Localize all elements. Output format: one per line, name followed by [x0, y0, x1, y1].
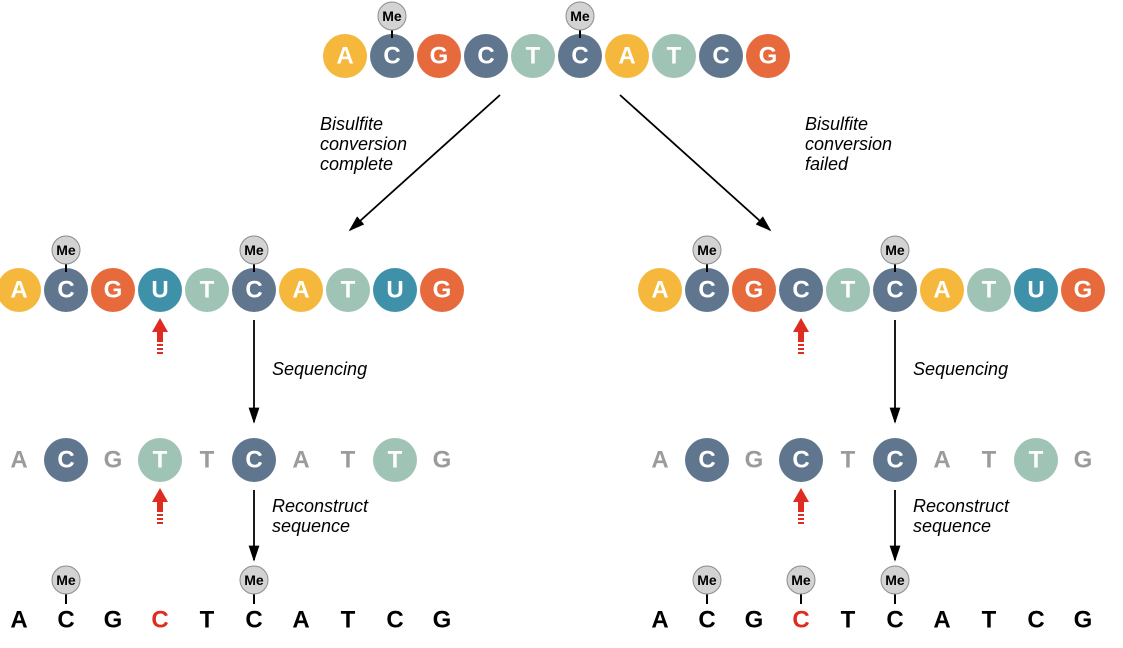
final-letter: C [792, 607, 809, 634]
base-letter: G [433, 277, 452, 304]
base-letter: U [1027, 277, 1044, 304]
final-letter: T [200, 607, 215, 634]
final-letter: C [886, 607, 903, 634]
seq-letter: C [245, 447, 262, 474]
final-letter: G [433, 607, 452, 634]
base-letter: A [10, 277, 27, 304]
highlight-arrow-icon [152, 488, 168, 523]
base-letter: C [792, 277, 809, 304]
bisulfite-diagram: ACMeGCTCMeATCGBisulfiteconversioncomplet… [0, 0, 1123, 648]
seq-letter: G [433, 447, 452, 474]
base-letter: G [104, 277, 123, 304]
seq-letter: C [886, 447, 903, 474]
seq-letter: A [10, 447, 27, 474]
seq-letter: C [698, 447, 715, 474]
base-letter: U [386, 277, 403, 304]
seq-letter: T [153, 447, 168, 474]
methyl-label: Me [885, 242, 905, 258]
methyl-label: Me [56, 242, 76, 258]
base-letter: T [526, 43, 541, 70]
step-label: sequence [913, 516, 991, 536]
seq-letter: A [651, 447, 668, 474]
flow-arrow [620, 95, 770, 230]
base-letter: G [745, 277, 764, 304]
seq-letter: T [1029, 447, 1044, 474]
step-label: Sequencing [913, 359, 1008, 379]
seq-letter: G [104, 447, 123, 474]
methyl-label: Me [56, 572, 76, 588]
methyl-label: Me [570, 8, 590, 24]
step-label: Bisulfite [320, 114, 383, 134]
step-label: Reconstruct [272, 496, 369, 516]
final-letter: A [10, 607, 27, 634]
seq-letter: T [341, 447, 356, 474]
base-letter: C [477, 43, 494, 70]
base-letter: C [712, 43, 729, 70]
seq-letter: G [745, 447, 764, 474]
final-letter: T [341, 607, 356, 634]
step-label: sequence [272, 516, 350, 536]
final-letter: A [292, 607, 309, 634]
base-letter: G [430, 43, 449, 70]
step-label: complete [320, 154, 393, 174]
step-label: conversion [805, 134, 892, 154]
highlight-arrow-icon [793, 488, 809, 523]
seq-letter: A [292, 447, 309, 474]
final-letter: T [841, 607, 856, 634]
base-letter: T [200, 277, 215, 304]
methyl-label: Me [697, 242, 717, 258]
highlight-arrow-icon [152, 318, 168, 353]
base-letter: C [571, 43, 588, 70]
methyl-label: Me [697, 572, 717, 588]
methyl-label: Me [244, 242, 264, 258]
base-letter: C [245, 277, 262, 304]
seq-letter: T [388, 447, 403, 474]
methyl-label: Me [885, 572, 905, 588]
seq-letter: T [841, 447, 856, 474]
seq-letter: T [200, 447, 215, 474]
step-label: Reconstruct [913, 496, 1010, 516]
base-letter: C [383, 43, 400, 70]
seq-letter: C [57, 447, 74, 474]
seq-letter: T [982, 447, 997, 474]
base-letter: A [651, 277, 668, 304]
base-letter: C [886, 277, 903, 304]
final-letter: G [745, 607, 764, 634]
final-letter: G [104, 607, 123, 634]
final-letter: C [245, 607, 262, 634]
base-letter: A [618, 43, 635, 70]
step-label: failed [805, 154, 849, 174]
base-letter: T [667, 43, 682, 70]
final-letter: A [651, 607, 668, 634]
base-letter: A [292, 277, 309, 304]
methyl-label: Me [382, 8, 402, 24]
base-letter: U [151, 277, 168, 304]
highlight-arrow-icon [793, 318, 809, 353]
final-letter: C [57, 607, 74, 634]
base-letter: A [933, 277, 950, 304]
final-letter: C [698, 607, 715, 634]
step-label: Sequencing [272, 359, 367, 379]
methyl-label: Me [244, 572, 264, 588]
base-letter: G [1074, 277, 1093, 304]
final-letter: T [982, 607, 997, 634]
final-letter: C [1027, 607, 1044, 634]
base-letter: T [341, 277, 356, 304]
methyl-label: Me [791, 572, 811, 588]
step-label: conversion [320, 134, 407, 154]
base-letter: T [982, 277, 997, 304]
base-letter: C [698, 277, 715, 304]
final-letter: A [933, 607, 950, 634]
base-letter: G [759, 43, 778, 70]
base-letter: A [336, 43, 353, 70]
step-label: Bisulfite [805, 114, 868, 134]
seq-letter: A [933, 447, 950, 474]
base-letter: C [57, 277, 74, 304]
final-letter: C [151, 607, 168, 634]
seq-letter: G [1074, 447, 1093, 474]
base-letter: T [841, 277, 856, 304]
final-letter: G [1074, 607, 1093, 634]
seq-letter: C [792, 447, 809, 474]
final-letter: C [386, 607, 403, 634]
